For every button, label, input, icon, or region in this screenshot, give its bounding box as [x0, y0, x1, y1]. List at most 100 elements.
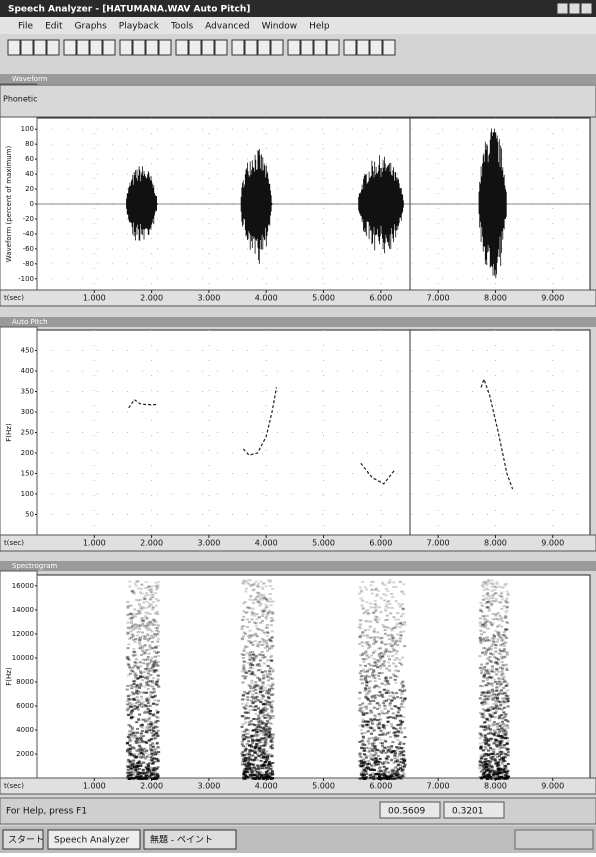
menu-item[interactable]: Edit: [45, 22, 63, 32]
spectrogram-cell: [382, 702, 385, 704]
toolbar-button[interactable]: [77, 40, 89, 55]
toolbar-button[interactable]: [327, 40, 339, 55]
spectrogram-cell: [367, 730, 370, 732]
spectrogram-cell: [157, 766, 160, 768]
spectrogram-cell: [251, 696, 254, 698]
toolbar-button[interactable]: [103, 40, 115, 55]
spectrogram-cell: [130, 630, 133, 632]
toolbar-button[interactable]: [34, 40, 46, 55]
toolbar-button[interactable]: [47, 40, 59, 55]
menu-item[interactable]: Playback: [119, 22, 160, 32]
toolbar-button[interactable]: [8, 40, 20, 55]
spectrogram-cell: [134, 615, 137, 617]
toolbar-button[interactable]: [232, 40, 244, 55]
spectrogram-cell: [500, 714, 503, 716]
toolbar-button[interactable]: [271, 40, 283, 55]
spectrogram-cell: [247, 740, 250, 742]
spectrogram-cell: [491, 748, 494, 750]
spectrogram-cell: [130, 687, 133, 689]
spectrogram-cell: [370, 665, 373, 667]
spectrogram-cell: [383, 661, 386, 663]
spectrogram-cell: [256, 759, 259, 761]
toolbar-button[interactable]: [120, 40, 132, 55]
spectrogram-cell: [128, 702, 131, 704]
spectrogram-cell: [492, 613, 495, 615]
menu-item[interactable]: Help: [309, 22, 330, 32]
spectrogram-cell: [248, 691, 251, 693]
menu-item[interactable]: File: [18, 22, 34, 32]
spectrogram-cell: [249, 642, 252, 644]
menu-item[interactable]: Tools: [170, 22, 193, 32]
spectrogram-cell: [262, 777, 265, 779]
spectrogram-cell: [271, 762, 274, 764]
spectrogram-cell: [358, 619, 361, 621]
spectrogram-cell: [242, 657, 245, 659]
toolbar-button[interactable]: [90, 40, 102, 55]
spectrogram-cell: [147, 705, 150, 707]
spectrogram-cell: [364, 676, 367, 678]
toolbar-button[interactable]: [314, 40, 326, 55]
spectrogram-cell: [494, 651, 497, 653]
toolbar: [8, 40, 395, 55]
spectrogram-cell: [157, 700, 160, 702]
spectrogram-cell: [141, 730, 144, 732]
spectrogram-cell: [258, 767, 261, 769]
toolbar-button[interactable]: [202, 40, 214, 55]
spectrogram-cell: [374, 739, 377, 741]
spectrogram-cell: [264, 743, 267, 745]
spectrogram-cell: [156, 712, 159, 714]
minimize-button[interactable]: [557, 3, 568, 14]
spectrogram-cell: [358, 636, 361, 638]
toolbar-button[interactable]: [288, 40, 300, 55]
toolbar-button[interactable]: [64, 40, 76, 55]
spectrogram-cell: [502, 664, 505, 666]
toolbar-button[interactable]: [357, 40, 369, 55]
spectrogram-cell: [481, 604, 484, 606]
toolbar-button[interactable]: [159, 40, 171, 55]
toolbar-button[interactable]: [133, 40, 145, 55]
toolbar-button[interactable]: [176, 40, 188, 55]
spectrogram-cell: [255, 618, 258, 620]
spectrogram-cell: [371, 697, 374, 699]
toolbar-button[interactable]: [215, 40, 227, 55]
spectrogram-cell: [268, 701, 271, 703]
toolbar-button[interactable]: [146, 40, 158, 55]
spectrogram-cell: [360, 679, 363, 681]
spectrogram-cell: [499, 769, 502, 771]
spectrogram-cell: [507, 700, 510, 702]
toolbar-button[interactable]: [344, 40, 356, 55]
spectrogram-cell: [397, 670, 400, 672]
spectrogram-cell: [257, 725, 260, 727]
spectrogram-cell: [365, 776, 368, 778]
spectrogram-cell: [249, 634, 252, 636]
spectrogram-cell: [501, 639, 504, 641]
toolbar-button[interactable]: [301, 40, 313, 55]
menu-item[interactable]: Graphs: [75, 22, 108, 32]
spectrogram-cell: [361, 600, 364, 602]
close-button[interactable]: [581, 3, 592, 14]
spectrogram-cell: [149, 694, 152, 696]
spectrogram-cell: [487, 775, 490, 777]
toolbar-button[interactable]: [21, 40, 33, 55]
spectrogram-cell: [505, 713, 508, 715]
menu-item[interactable]: Window: [262, 22, 298, 32]
spectrogram-cell: [496, 697, 499, 699]
spectrogram-cell: [152, 647, 155, 649]
spectrogram-cell: [360, 760, 363, 762]
toolbar-button[interactable]: [258, 40, 270, 55]
spectrogram-cell: [494, 630, 497, 632]
spectrogram-cell: [489, 771, 492, 773]
spectrogram-cell: [360, 670, 363, 672]
toolbar-button[interactable]: [189, 40, 201, 55]
spectrogram-cell: [243, 648, 246, 650]
spectrogram-cell: [251, 651, 254, 653]
toolbar-button[interactable]: [383, 40, 395, 55]
spectrogram-cell: [137, 668, 140, 670]
maximize-button[interactable]: [569, 3, 580, 14]
spectrogram-cell: [156, 774, 159, 776]
menu-item[interactable]: Advanced: [205, 22, 249, 32]
spectrogram-cell: [500, 656, 503, 658]
toolbar-button[interactable]: [370, 40, 382, 55]
toolbar-button[interactable]: [245, 40, 257, 55]
spectrogram-cell: [361, 765, 364, 767]
